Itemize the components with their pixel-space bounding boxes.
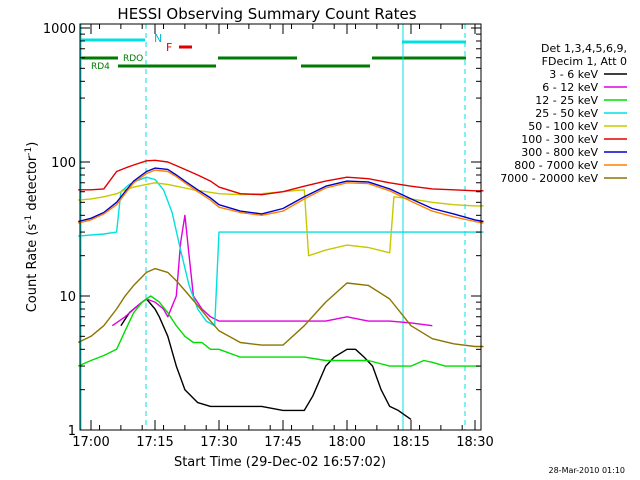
series-line-7 (78, 167, 484, 223)
y-tick-label: 1000 (43, 22, 76, 37)
series-layer (77, 159, 484, 420)
x-tick-label: 17:45 (264, 435, 301, 450)
x-tick-label: 17:00 (72, 435, 109, 450)
flag-label-f: F (166, 41, 172, 54)
x-tick-label: 17:15 (136, 435, 173, 450)
flag-label-rdo: RDO (123, 54, 143, 64)
legend-label: 300 - 800 keV (521, 146, 598, 159)
timestamp: 28-Mar-2010 01:10 (549, 466, 626, 475)
series-line-9 (77, 267, 484, 348)
y-tick-label: 1 (68, 424, 76, 439)
y-axis-label: Count Rate (s-1 detector-1) (24, 142, 40, 313)
legend-label: 25 - 50 keV (535, 107, 598, 120)
flag-bars (80, 24, 466, 430)
x-tick-label: 18:00 (328, 435, 365, 450)
y-tick-label: 100 (51, 156, 76, 171)
y-axis: 1 10 100 1000 (43, 22, 481, 439)
x-tick-label: 18:30 (456, 435, 493, 450)
series-line-3 (77, 295, 480, 367)
x-tick-label: 17:30 (200, 435, 237, 450)
legend-label: 12 - 25 keV (535, 94, 598, 107)
series-line-1 (120, 298, 412, 420)
legend-label: 6 - 12 keV (542, 81, 598, 94)
legend-label: 50 - 100 keV (528, 120, 598, 133)
x-tick-label: 18:15 (392, 435, 429, 450)
legend-label: 7000 - 20000 keV (500, 172, 598, 185)
legend-label: 800 - 7000 keV (514, 159, 598, 172)
flag-label-rd4: RD4 (91, 62, 110, 72)
series-line-2 (111, 214, 433, 327)
series-line-4 (78, 176, 484, 327)
x-axis-label: Start Time (29-Dec-02 16:57:02) (174, 455, 386, 470)
series-line-5 (78, 182, 484, 257)
x-axis: 17:00 17:15 17:30 17:45 18:00 18:15 18:30 (72, 24, 494, 450)
y-tick-label: 10 (59, 290, 76, 305)
flag-label-n: N (154, 32, 162, 45)
legend: Det 1,3,4,5,6,9, FDecim 1, Att 0 3 - 6 k… (500, 42, 627, 185)
series-line-8 (78, 169, 484, 224)
chart-title: HESSI Observing Summary Count Rates (117, 5, 416, 23)
plot-frame (79, 23, 482, 431)
legend-header-1: Det 1,3,4,5,6,9, (541, 42, 627, 55)
legend-header-2: FDecim 1, Att 0 (542, 55, 627, 68)
series-line-6 (78, 159, 484, 196)
legend-label: 3 - 6 keV (549, 68, 598, 81)
legend-label: 100 - 300 keV (521, 133, 598, 146)
